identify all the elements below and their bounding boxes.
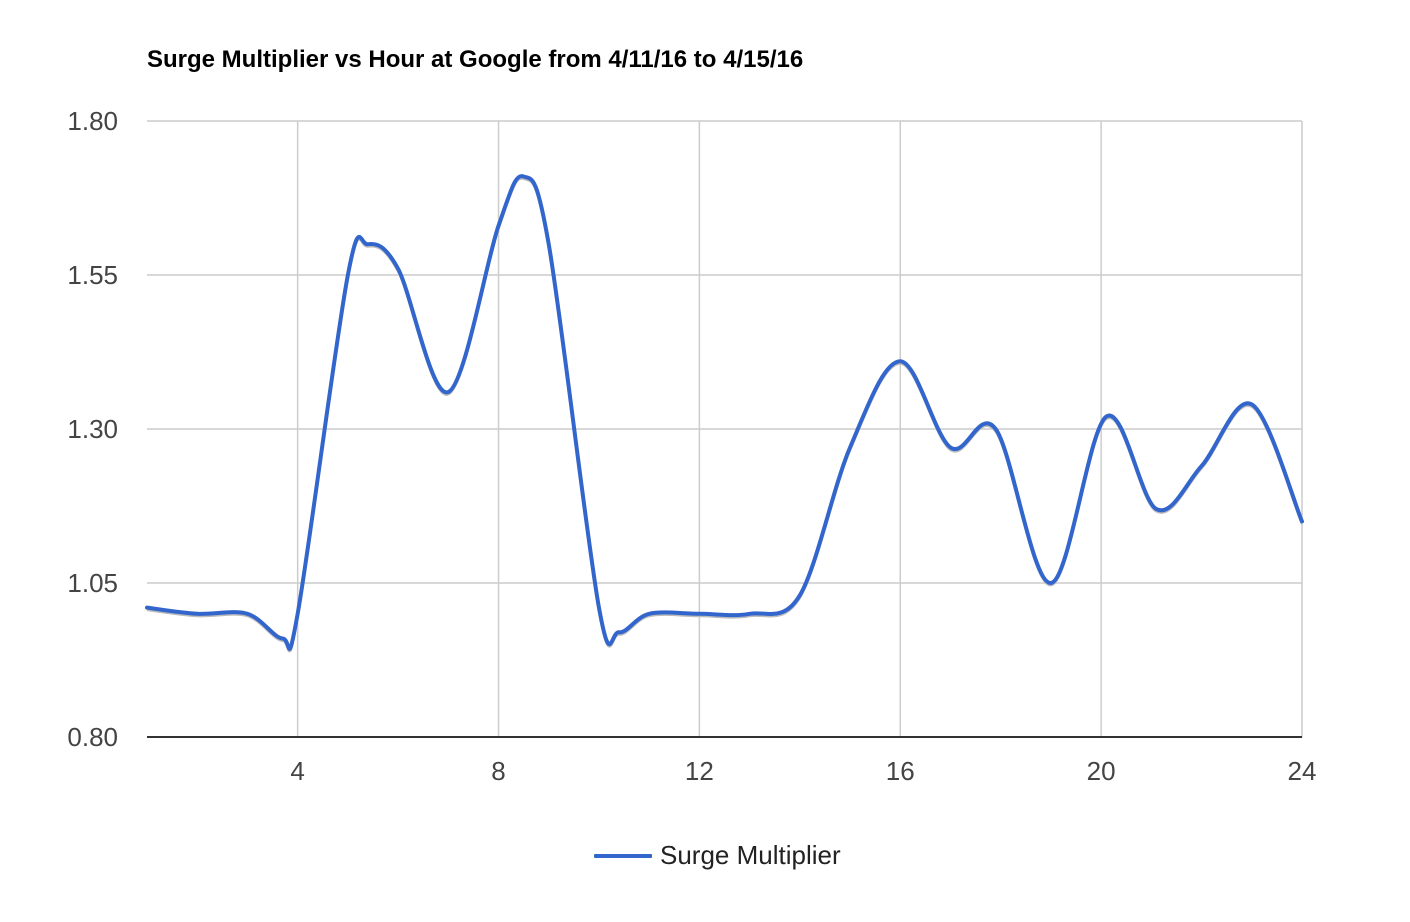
series-line-surge-multiplier <box>145 174 1304 652</box>
legend-swatch <box>594 853 652 858</box>
series-line-shadow <box>146 176 1304 653</box>
x-tick-label: 8 <box>491 756 505 786</box>
legend-label: Surge Multiplier <box>660 840 841 870</box>
x-tick-label: 24 <box>1288 756 1317 786</box>
y-tick-label: 0.80 <box>67 722 118 752</box>
x-tick-label: 12 <box>685 756 714 786</box>
x-tick-label: 20 <box>1087 756 1116 786</box>
y-tick-label: 1.80 <box>67 106 118 136</box>
tick-labels: 0.80 1.05 1.30 1.55 1.80 4 8 12 16 20 24 <box>67 106 1316 786</box>
x-tick-label: 4 <box>290 756 304 786</box>
y-tick-label: 1.05 <box>67 568 118 598</box>
series-layer <box>145 174 1304 653</box>
chart-title: Surge Multiplier vs Hour at Google from … <box>147 46 804 73</box>
x-tick-label: 16 <box>886 756 915 786</box>
y-tick-label: 1.30 <box>67 414 118 444</box>
y-tick-label: 1.55 <box>67 260 118 290</box>
legend: Surge Multiplier <box>594 840 841 871</box>
grid-lines <box>147 120 1303 737</box>
